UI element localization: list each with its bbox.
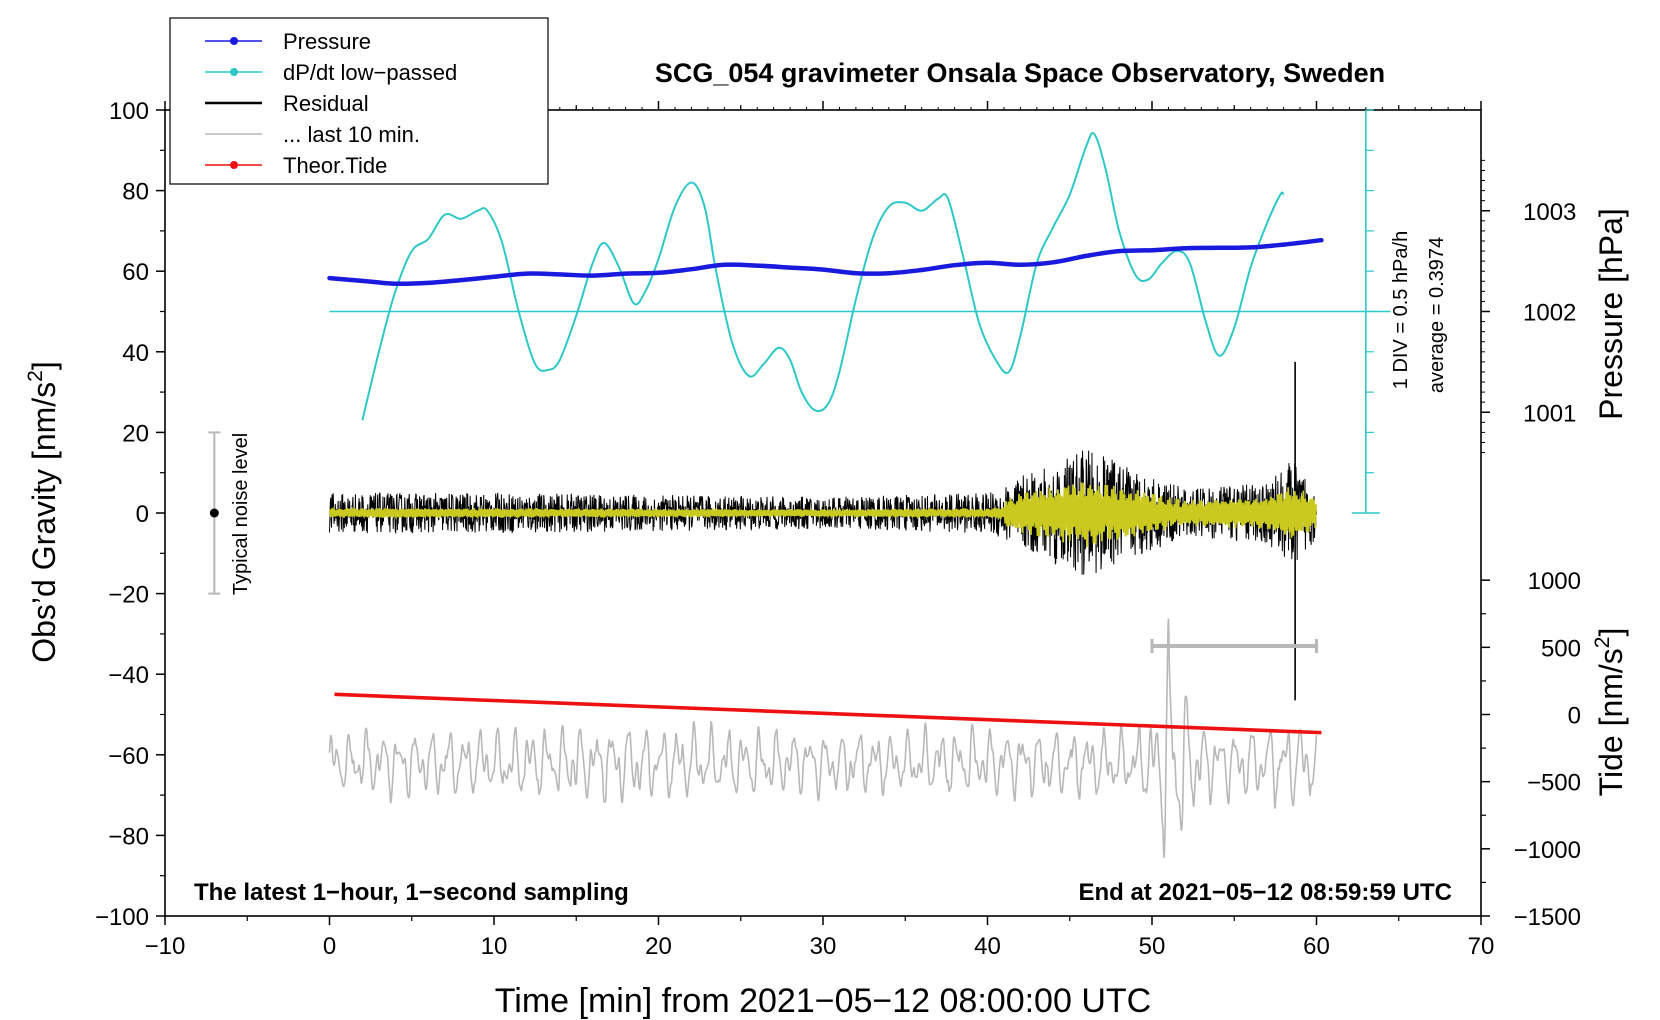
legend-marker-4	[230, 161, 238, 169]
y-tick-label-1: 80	[122, 179, 149, 206]
tide-line	[334, 692, 1322, 735]
tide-tick-label-2: 0	[1568, 703, 1581, 730]
pressure-line	[327, 237, 1324, 287]
dpdt-line	[361, 131, 1285, 421]
y-tick-label-8: −60	[108, 743, 149, 770]
pressure-tick-label-2: 1001	[1523, 400, 1576, 427]
y-axis-label: Obs’d Gravity [nm/s2]	[24, 361, 62, 663]
x-tick-label-8: 70	[1468, 933, 1495, 960]
legend-items: Pressure dP/dt low−passed Residual ... last…	[205, 29, 457, 178]
residual-filtered-line	[328, 482, 1318, 548]
x-axis-label: Time [min] from 2021−05−12 08:00:00 UTC	[495, 982, 1151, 1020]
tide-tick-label-0: 1000	[1528, 568, 1581, 595]
annotation-end-time: End at 2021−05−12 08:59:59 UTC	[1078, 879, 1452, 906]
x-tick-label-0: −10	[145, 933, 186, 960]
pressure-tick-label-0: 1003	[1523, 199, 1576, 226]
pressure-axis-label: Pressure [hPa]	[1593, 208, 1629, 420]
residual-line	[329, 450, 1317, 575]
x-axis-ticks: −10 0 10 20 30 40 50 60 70	[145, 101, 1495, 960]
x-tick-label-6: 50	[1139, 933, 1166, 960]
pressure-tick-label-1: 1002	[1523, 300, 1576, 327]
pressure-axis-ticks: 1003 1002 1001	[1481, 159, 1576, 454]
dpdt-scale-label: 1 DIV = 0.5 hPa/h	[1390, 231, 1412, 389]
x-tick-label-7: 60	[1303, 933, 1330, 960]
series-layer	[327, 131, 1324, 859]
legend-label-2: Residual	[283, 91, 369, 116]
y-tick-label-3: 40	[122, 340, 149, 367]
tide-axis-ticks: 1000 500 0 −500 −1000 −1500	[1481, 568, 1581, 931]
last-10-min-line	[328, 618, 1318, 859]
x-tick-label-4: 30	[810, 933, 837, 960]
y-tick-label-10: −100	[95, 904, 149, 931]
x-tick-label-1: 0	[323, 933, 336, 960]
legend-label-4: Theor.Tide	[283, 153, 387, 178]
chart-title: SCG_054 gravimeter Onsala Space Observat…	[655, 58, 1385, 88]
noise-level-label: Typical noise level	[230, 433, 252, 595]
legend-label-0: Pressure	[283, 29, 371, 54]
y-axis-label-main: Obs’d Gravity [nm/s	[26, 382, 62, 663]
tide-axis-label: Tide [nm/s2]	[1591, 628, 1629, 797]
dpdt-decorations	[329, 109, 1391, 514]
tide-tick-label-5: −1500	[1514, 904, 1581, 931]
y-tick-label-7: −40	[108, 662, 149, 689]
legend: Pressure dP/dt low−passed Residual ... last…	[169, 17, 549, 185]
x-tick-label-3: 20	[645, 933, 672, 960]
annotation-latest-hour: The latest 1−hour, 1−second sampling	[194, 879, 629, 906]
legend-box	[169, 17, 549, 185]
tide-tick-label-4: −1000	[1514, 837, 1581, 864]
y-axis-ticks: 100 80 60 40 20 0 −20 −40 −60 −80 −100	[95, 98, 165, 931]
y-tick-label-9: −80	[108, 823, 149, 850]
tide-axis-label-close: ]	[1593, 628, 1629, 637]
x-tick-label-5: 40	[974, 933, 1001, 960]
legend-label-3: ... last 10 min.	[283, 122, 420, 147]
y-tick-label-4: 20	[122, 420, 149, 447]
legend-marker-1	[230, 68, 238, 76]
tide-tick-label-1: 500	[1541, 635, 1581, 662]
y-axis-label-close: ]	[26, 361, 62, 370]
tide-axis-label-sup: 2	[1591, 637, 1614, 649]
y-tick-label-5: 0	[136, 501, 149, 528]
x-tick-label-2: 10	[481, 933, 508, 960]
tide-axis-label-main: Tide [nm/s	[1593, 648, 1629, 796]
y-tick-label-0: 100	[109, 98, 149, 125]
noise-bar-center-dot	[209, 508, 219, 518]
legend-marker-0	[230, 37, 238, 45]
y-tick-label-2: 60	[122, 259, 149, 286]
y-axis-label-sup: 2	[24, 370, 47, 382]
dpdt-average-label: average = 0.3974	[1426, 237, 1448, 393]
misc-decorations	[208, 431, 1318, 653]
legend-label-1: dP/dt low−passed	[283, 60, 457, 85]
tide-tick-label-3: −500	[1527, 770, 1581, 797]
y-tick-label-6: −20	[108, 582, 149, 609]
